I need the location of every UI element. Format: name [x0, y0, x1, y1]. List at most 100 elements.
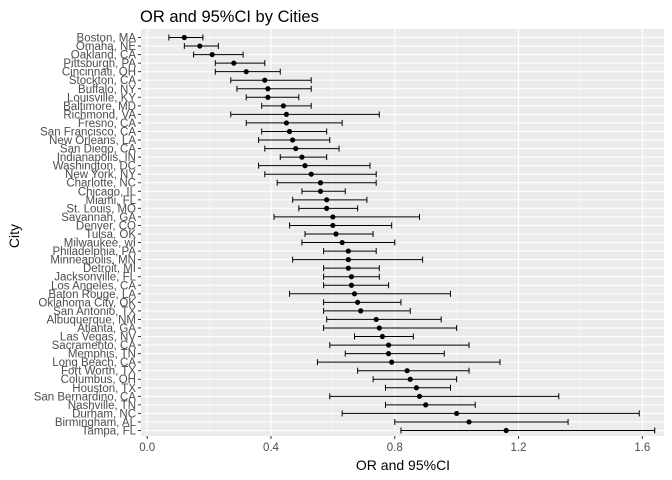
point-estimate: [317, 180, 324, 186]
y-tick-label: San Diego, CA: [60, 144, 136, 156]
y-tick-label: Tampa, FL: [82, 426, 137, 438]
point-estimate: [283, 120, 290, 126]
y-tick-label: Fresno, CA: [78, 118, 136, 130]
y-tick-label: Savannah, GA: [61, 212, 136, 224]
y-tick-label: Milwaukee, wI: [64, 238, 136, 250]
error-bar: [230, 77, 312, 84]
y-tick-label: Tulsa, OK: [85, 229, 136, 241]
error-bar: [292, 256, 424, 263]
error-bar: [193, 51, 244, 58]
error-bar: [394, 418, 569, 425]
point-estimate: [265, 94, 271, 100]
point-estimate: [283, 111, 290, 117]
y-tick-label: Pittsburgh, PA: [63, 58, 136, 70]
point-estimate: [345, 248, 351, 254]
point-estimate: [262, 77, 268, 83]
point-estimate: [308, 171, 314, 177]
error-bar: [323, 324, 458, 331]
y-tick-label: Birmingham, AL: [55, 417, 137, 429]
error-bar: [357, 367, 470, 374]
error-bar: [323, 265, 380, 272]
error-bar: [329, 393, 560, 400]
y-tick-label: Oklahoma City, OK: [38, 297, 136, 309]
y-tick-label: Long Beach, CA: [52, 357, 136, 369]
y-tick-label: Miami, FL: [86, 195, 137, 207]
point-estimate: [379, 333, 385, 340]
y-tick-label: Memphis, TN: [68, 349, 136, 361]
point-estimate: [376, 325, 382, 331]
x-axis-label: OR and 95%CI: [356, 457, 450, 473]
y-tick-label: Detroit, MI: [83, 263, 136, 275]
y-tick-label: Chicago, IL: [78, 186, 137, 198]
point-estimate: [290, 137, 296, 143]
error-bar: [230, 111, 380, 118]
y-tick-label: New York, NY: [65, 169, 136, 181]
error-bar: [323, 282, 390, 289]
error-bar: [245, 119, 343, 126]
point-estimate: [293, 145, 299, 152]
y-tick-label: Durham, NC: [72, 408, 136, 420]
x-tick-label: 0.0: [139, 442, 155, 454]
point-estimate: [358, 308, 364, 314]
y-tick-label: Columbus, OH: [61, 374, 136, 386]
point-estimate: [348, 274, 355, 280]
y-tick-label: Philadelphia, PA: [52, 246, 136, 258]
y-tick-label: Baltimore, MD: [63, 101, 136, 113]
y-tick-label: Oakland, CA: [71, 50, 137, 62]
x-tick-label: 0.8: [387, 442, 403, 454]
error-bar: [301, 239, 396, 246]
error-bar: [323, 299, 402, 306]
chart-title: OR and 95%CI by Cities: [140, 8, 319, 26]
point-estimate: [333, 231, 339, 237]
y-tick-label: Fort Worth, TX: [61, 366, 136, 378]
point-estimate: [243, 69, 249, 75]
point-estimate: [265, 86, 271, 92]
y-tick-label: New Orleans, LA: [49, 135, 136, 147]
point-estimate: [407, 376, 413, 382]
error-bar: [258, 162, 371, 169]
error-bar: [326, 316, 442, 323]
point-estimate: [351, 291, 358, 297]
point-estimate: [317, 188, 324, 194]
error-bars: [168, 34, 656, 434]
error-bar: [289, 290, 451, 297]
point-estimates: [181, 34, 509, 434]
point-estimate: [404, 368, 410, 374]
error-bar: [292, 196, 368, 203]
x-tick-labels: 0.0 0.4 0.8 1.2 1.6: [139, 442, 650, 454]
error-bar: [261, 102, 312, 109]
y-tick-label: Cincinnati, OH: [62, 67, 136, 79]
point-estimate: [345, 265, 351, 271]
y-axis-label: City: [6, 224, 22, 248]
x-tick-label: 1.2: [511, 442, 527, 454]
error-bar: [264, 145, 340, 152]
point-estimate: [302, 163, 308, 169]
point-estimate: [423, 402, 429, 408]
error-bar: [236, 85, 312, 92]
y-tick-label: Houston, TX: [72, 383, 136, 395]
point-estimate: [330, 222, 336, 229]
x-tick-label: 1.6: [634, 442, 650, 454]
point-estimate: [503, 427, 509, 434]
y-tick-label: Albuquerque, NM: [47, 314, 137, 326]
point-estimate: [385, 342, 392, 348]
y-tick-label: Los Angeles, CA: [51, 280, 136, 292]
error-bar: [301, 188, 346, 195]
point-estimate: [345, 257, 351, 263]
y-tick-label: Indianapolis, IN: [57, 152, 136, 164]
point-estimate: [339, 239, 345, 246]
error-bar: [316, 359, 501, 366]
point-estimate: [348, 282, 355, 288]
error-bar: [276, 179, 377, 186]
y-tick-label: Stockton, CA: [69, 75, 136, 87]
y-tick-label: Jacksonville, FL: [54, 272, 136, 284]
point-estimate: [299, 154, 305, 160]
y-tick-label: Minneapolis, MN: [50, 255, 136, 267]
error-bar: [323, 307, 411, 314]
y-tick-label: Buffalo, NY: [78, 84, 136, 96]
y-tick-label: San Antonio, TX: [53, 306, 136, 318]
y-tick-label: Baton Rouge, LA: [48, 289, 136, 301]
point-estimate: [324, 197, 330, 203]
